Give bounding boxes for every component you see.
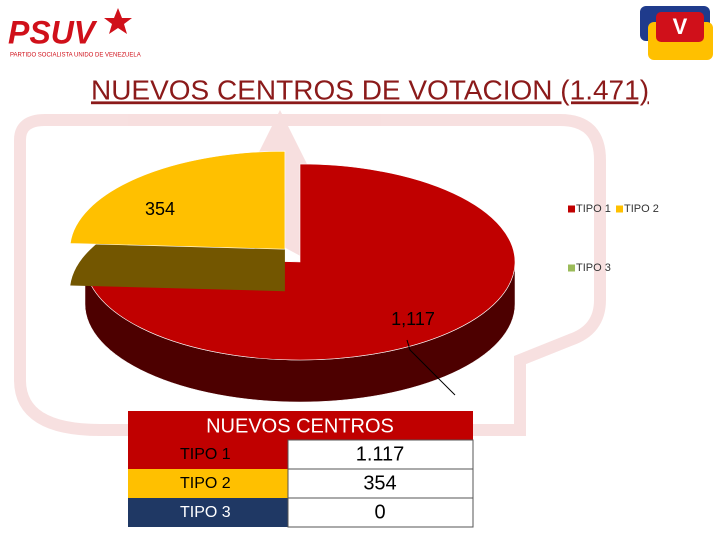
table: NUEVOS CENTROS TIPO 1 1.117 TIPO 2 354 T… [128, 411, 474, 528]
value-cells [287, 439, 474, 528]
legend-swatch [568, 205, 575, 213]
pie-slice [84, 163, 516, 361]
row-label: TIPO 3 [180, 504, 231, 521]
legend: TIPO 1 TIPO 2 TIPO 3 [568, 203, 659, 274]
data-label: 1,117 [391, 309, 435, 329]
leader-line [406, 339, 456, 396]
table-header-bg [128, 411, 473, 440]
logo-right: V [640, 6, 713, 60]
row-bg [128, 469, 288, 498]
table-header: NUEVOS CENTROS [206, 415, 394, 437]
data-label: 354 [145, 199, 175, 219]
legend-swatch [568, 264, 575, 272]
row-value: 354 [363, 472, 396, 494]
row-label: TIPO 2 [180, 475, 231, 492]
row-value: 0 [374, 501, 385, 523]
row-bg [128, 440, 288, 469]
logo-name: PSUV [8, 14, 98, 50]
legend-label: TIPO 2 [624, 203, 659, 215]
legend-label: TIPO 3 [576, 262, 611, 274]
legend-label: TIPO 1 [576, 203, 611, 215]
pie-slice [69, 150, 286, 250]
svg-text:V: V [673, 14, 688, 39]
row-value: 1.117 [356, 443, 405, 465]
logo-tagline: PARTIDO SOCIALISTA UNIDO DE VENEZUELA [10, 53, 141, 59]
legend-swatch [616, 205, 623, 213]
logo-left: PSUV PARTIDO SOCIALISTA UNIDO DE VENEZUE… [8, 8, 141, 59]
row-label: TIPO 1 [180, 446, 231, 463]
pie: 1,117 354 [69, 150, 516, 403]
row-bg [128, 498, 288, 527]
chart-title: NUEVOS CENTROS DE VOTACION (1.471) [91, 74, 649, 105]
